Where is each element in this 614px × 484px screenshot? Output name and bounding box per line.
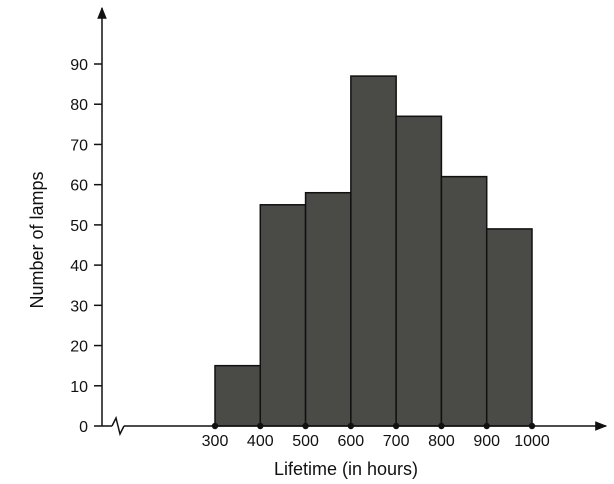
x-tick-dot — [392, 422, 400, 430]
y-tick-label: 60 — [70, 178, 88, 195]
x-tick-dot — [483, 422, 490, 430]
y-tick-label: 20 — [70, 339, 88, 356]
y-tick-label: 10 — [70, 379, 88, 396]
bars-group — [214, 75, 533, 427]
x-tick-dot — [528, 422, 536, 430]
y-tick-label: 90 — [70, 57, 88, 74]
x-tick-dot — [211, 422, 219, 430]
x-axis-title: Lifetime (in hours) — [274, 459, 418, 479]
bar-500-600 — [304, 191, 352, 427]
x-tick-dot — [347, 422, 355, 430]
x-tick-label: 500 — [292, 433, 319, 450]
y-tick-label: 70 — [70, 137, 88, 154]
x-tick-dot — [257, 422, 264, 430]
x-tick-dot — [438, 422, 445, 430]
y-tick-label: 40 — [70, 258, 88, 275]
y-tick-label: 0 — [79, 419, 88, 436]
x-ticks-group: 300 400 500 600 700 800 900 1000 — [202, 422, 550, 450]
bar-700-800 — [395, 115, 443, 427]
x-tick-label: 1000 — [514, 433, 550, 450]
x-tick-dot — [302, 422, 309, 430]
y-axis-title: Number of lamps — [27, 171, 47, 308]
x-axis-break — [111, 415, 125, 437]
y-tick-label: 50 — [70, 218, 88, 235]
x-tick-label: 600 — [338, 433, 365, 450]
bar-800-900 — [440, 175, 488, 427]
bar-900-1000 — [485, 228, 533, 427]
x-tick-label: 400 — [247, 433, 274, 450]
bar-400-500 — [259, 204, 307, 427]
x-tick-label: 900 — [473, 433, 500, 450]
bar-300-400 — [214, 364, 262, 427]
x-tick-label: 700 — [383, 433, 410, 450]
y-tick-label: 80 — [70, 97, 88, 114]
x-tick-label: 800 — [428, 433, 455, 450]
bar-600-700 — [350, 75, 397, 427]
y-tick-label: 30 — [70, 298, 88, 315]
x-tick-label: 300 — [202, 433, 229, 450]
y-ticks-group: 0 10 20 30 40 50 60 70 80 90 — [70, 57, 102, 436]
